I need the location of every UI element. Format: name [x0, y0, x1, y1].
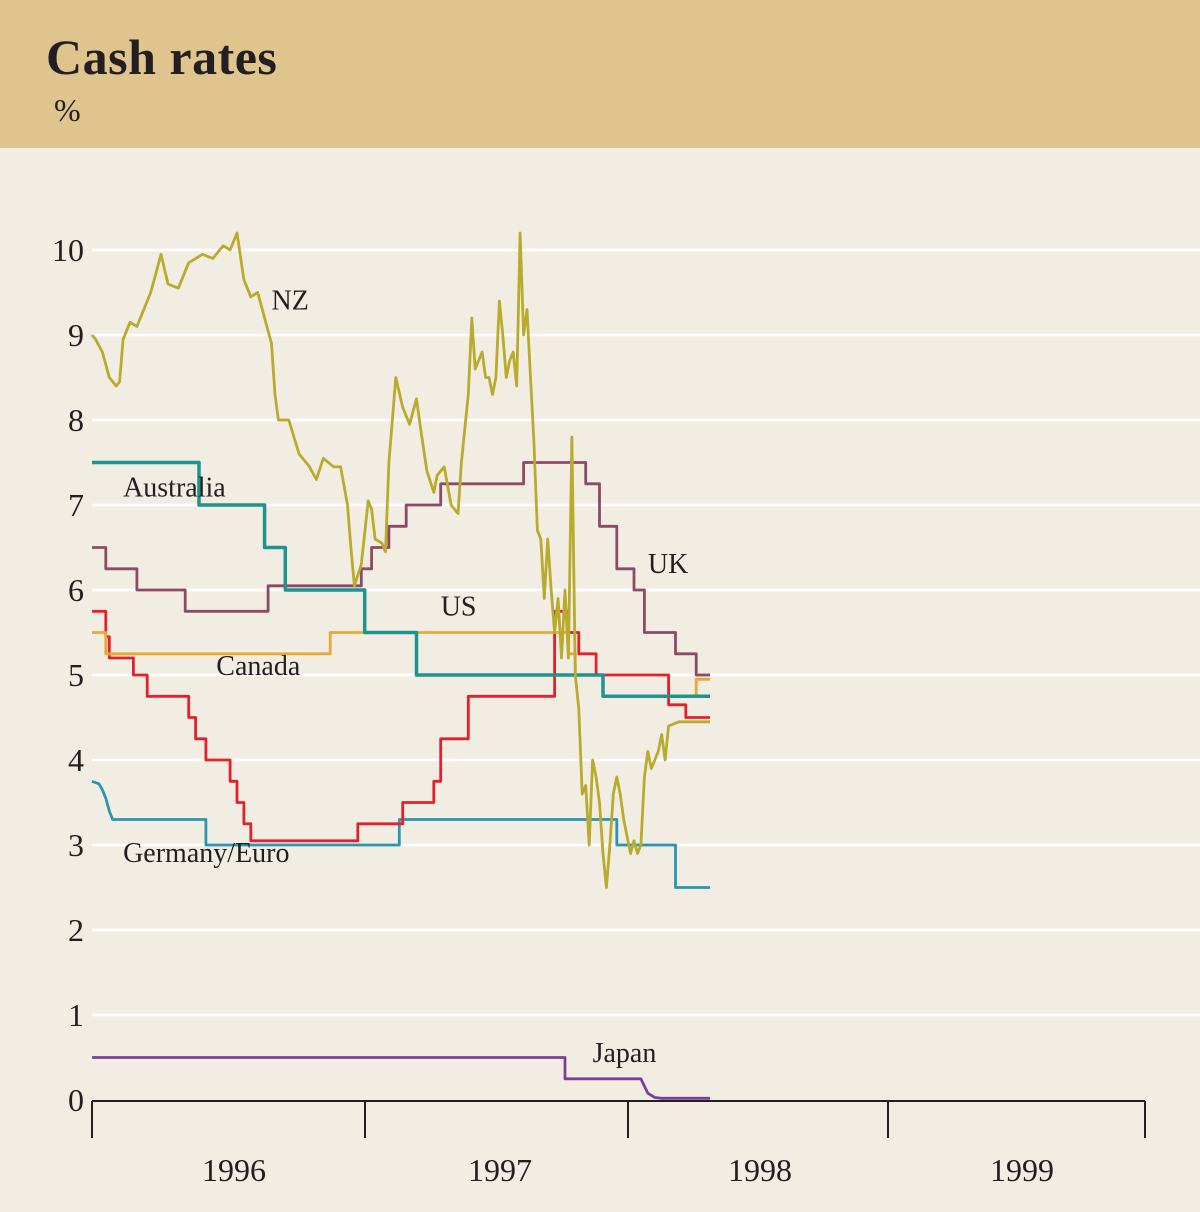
chart-title: Cash rates [46, 29, 278, 85]
series-line-germany-euro [91, 779, 710, 889]
y-tick-label-6: 6 [68, 572, 84, 608]
x-tick-label-1998: 1998 [728, 1152, 792, 1188]
y-axis-tick-labels: 0 1 2 3 4 5 6 7 8 9 10 [52, 232, 84, 1118]
series-line-australia [92, 460, 710, 699]
data-series [90, 231, 710, 1100]
series-line-uk [92, 461, 710, 677]
series-line-us [92, 631, 710, 698]
x-tick-label-1999: 1999 [990, 1152, 1054, 1188]
y-tick-label-1: 1 [68, 997, 84, 1033]
series-label-japan: Japan [593, 1038, 657, 1069]
chart-header: Cash rates % [0, 0, 1200, 148]
series-label-uk: UK [648, 549, 688, 580]
series-label-nz: NZ [272, 286, 309, 317]
series-labels: Japan Germany/Euro Canada US UK Australia NZ [123, 286, 688, 1069]
line-chart: 0 1 2 3 4 5 6 7 8 9 10 1996 1997 1998 1999 Japan Germa… [52, 231, 1200, 1188]
series-label-canada: Canada [216, 651, 301, 682]
y-tick-label-4: 4 [68, 742, 84, 778]
y-tick-label-2: 2 [68, 912, 84, 948]
y-tick-label-8: 8 [68, 402, 84, 438]
x-tick-label-1997: 1997 [468, 1152, 532, 1188]
y-tick-label-0: 0 [68, 1082, 84, 1118]
y-tick-label-7: 7 [68, 487, 84, 523]
series-line-canada [92, 609, 710, 843]
series-line-nz [90, 231, 710, 889]
y-tick-label-3: 3 [68, 827, 84, 863]
series-label-australia: Australia [123, 473, 226, 504]
x-axis: 1996 1997 1998 1999 [91, 1100, 1146, 1188]
series-line-japan [92, 1056, 710, 1100]
y-axis-unit: % [54, 92, 81, 128]
y-tick-label-10: 10 [52, 232, 84, 268]
series-label-germany-euro: Germany/Euro [123, 838, 289, 869]
y-tick-label-5: 5 [68, 657, 84, 693]
series-label-us: US [441, 592, 477, 623]
x-tick-label-1996: 1996 [202, 1152, 266, 1188]
y-tick-label-9: 9 [68, 317, 84, 353]
